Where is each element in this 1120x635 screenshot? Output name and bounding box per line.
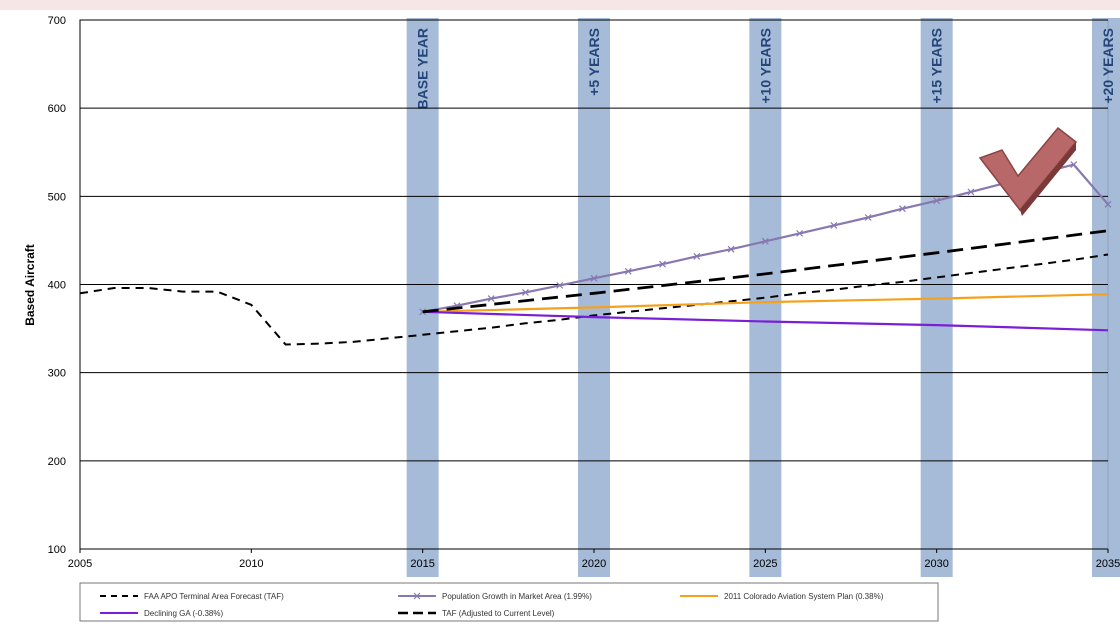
- marker-stroke: [864, 214, 872, 221]
- series-line: [422, 229, 1109, 314]
- y-tick-label: 400: [48, 280, 66, 292]
- milestone-band: [578, 18, 610, 577]
- milestone-band: [749, 18, 782, 577]
- series-point: [487, 295, 495, 303]
- x-tick-label: 2010: [239, 558, 263, 570]
- series-point: [419, 308, 427, 316]
- series-point: [624, 267, 632, 275]
- series-point: [967, 188, 975, 196]
- check-icon-shade: [1020, 142, 1076, 216]
- marker-stroke: [830, 222, 838, 229]
- legend-item: Population Growth in Market Area (1.99%): [398, 592, 592, 601]
- series-point: [727, 245, 735, 253]
- legend-marker: [413, 592, 421, 600]
- y-tick-label: 600: [48, 103, 66, 115]
- series-point: [1104, 200, 1112, 208]
- milestone-label: +5 YEARS: [586, 28, 602, 96]
- marker-stroke: [1070, 161, 1078, 169]
- x-tick-label: 2015: [410, 558, 434, 570]
- check-icon: [978, 126, 1078, 216]
- series-point: [864, 214, 872, 221]
- milestone-label: BASE YEAR: [415, 28, 431, 109]
- series-line: [79, 253, 1109, 346]
- series-point: [761, 237, 769, 245]
- legend-label: 2011 Colorado Aviation System Plan (0.38…: [724, 592, 884, 601]
- y-tick-label: 300: [48, 368, 66, 380]
- y-tick-label: 100: [48, 544, 66, 556]
- series-point: [898, 205, 906, 213]
- y-tick-label: 700: [48, 15, 66, 27]
- series-point: [556, 281, 564, 289]
- marker-stroke: [590, 274, 598, 282]
- marker-stroke: [796, 229, 804, 237]
- legend-label: Declining GA (-0.38%): [144, 609, 223, 618]
- marker-stroke: [727, 245, 735, 253]
- series-point: [1070, 161, 1078, 169]
- legend-item: FAA APO Terminal Area Forecast (TAF): [100, 592, 284, 601]
- x-tick-label: 2035: [1096, 558, 1120, 570]
- series-point: [693, 252, 701, 260]
- marker-stroke: [1104, 200, 1112, 208]
- x-tick-label: 2005: [68, 558, 92, 570]
- series-point: [522, 289, 529, 296]
- series-point: [933, 197, 941, 205]
- milestone-band: [406, 18, 439, 577]
- legend-label: Population Growth in Market Area (1.99%): [442, 592, 592, 601]
- x-tick-label: 2020: [582, 558, 606, 570]
- marker-stroke: [898, 205, 906, 213]
- marker-stroke: [933, 197, 941, 205]
- legend-item: Declining GA (-0.38%): [100, 609, 223, 618]
- legend-label: TAF (Adjusted to Current Level): [442, 609, 555, 618]
- milestone-band: [1092, 18, 1120, 577]
- marker-stroke: [659, 260, 666, 268]
- series-point: [659, 260, 666, 268]
- marker-stroke: [487, 295, 495, 303]
- legend-item: 2011 Colorado Aviation System Plan (0.38…: [680, 592, 884, 601]
- series-line: [422, 310, 1109, 332]
- x-tick-label: 2030: [924, 558, 948, 570]
- series-point: [590, 274, 598, 282]
- marker-stroke: [624, 267, 632, 275]
- marker-stroke: [967, 188, 975, 196]
- milestone-label: +15 YEARS: [929, 28, 945, 104]
- milestone-label: +10 YEARS: [757, 28, 773, 104]
- series-point: [830, 222, 838, 229]
- legend-box: [79, 582, 939, 622]
- y-tick-label: 500: [48, 191, 66, 203]
- legend-label: FAA APO Terminal Area Forecast (TAF): [144, 592, 284, 601]
- marker-stroke: [761, 237, 769, 245]
- marker-stroke: [419, 308, 427, 316]
- y-tick-label: 200: [48, 456, 66, 468]
- series-point: [796, 229, 804, 237]
- marker-stroke: [556, 281, 564, 289]
- series-line: [422, 293, 1109, 313]
- marker-stroke: [522, 289, 529, 296]
- y-axis-title: Based Aircraft: [23, 244, 37, 326]
- legend-item: TAF (Adjusted to Current Level): [398, 609, 555, 618]
- x-tick-label: 2025: [753, 558, 777, 570]
- marker-stroke: [693, 252, 701, 260]
- top-banner: [0, 0, 1120, 10]
- milestone-label: +20 YEARS: [1100, 28, 1116, 104]
